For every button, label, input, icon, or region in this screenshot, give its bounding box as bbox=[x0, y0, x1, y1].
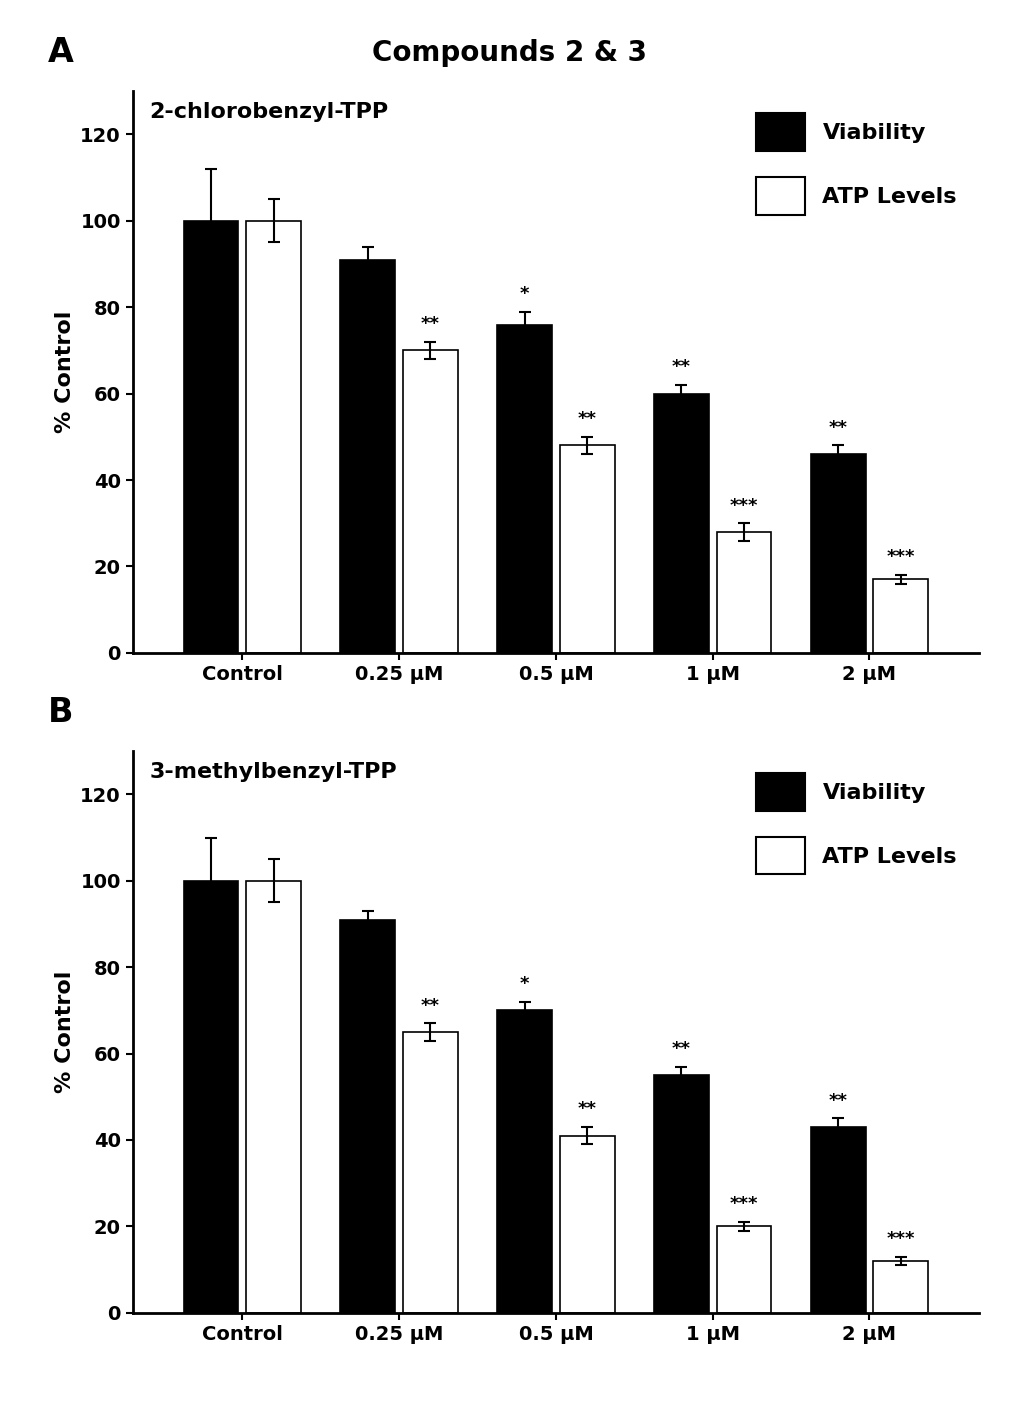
Bar bbox=[653, 1075, 708, 1313]
Bar bbox=[496, 324, 551, 653]
Bar bbox=[872, 1261, 927, 1313]
Text: ***: *** bbox=[886, 549, 914, 566]
Y-axis label: % Control: % Control bbox=[55, 970, 74, 1094]
Bar bbox=[183, 220, 238, 653]
Bar bbox=[559, 1136, 614, 1313]
Bar bbox=[810, 453, 865, 653]
Text: ***: *** bbox=[729, 1195, 757, 1213]
Text: 2-chlorobenzyl-TPP: 2-chlorobenzyl-TPP bbox=[150, 102, 388, 122]
Bar bbox=[246, 220, 301, 653]
Bar bbox=[559, 445, 614, 653]
Text: **: ** bbox=[827, 418, 847, 437]
Bar bbox=[716, 1226, 770, 1313]
Y-axis label: % Control: % Control bbox=[55, 310, 74, 434]
Bar bbox=[340, 260, 394, 653]
Text: **: ** bbox=[421, 314, 439, 333]
Text: *: * bbox=[520, 285, 529, 303]
Bar bbox=[403, 351, 458, 653]
Text: **: ** bbox=[421, 997, 439, 1015]
Text: B: B bbox=[48, 695, 73, 729]
Bar bbox=[653, 393, 708, 653]
Bar bbox=[496, 1011, 551, 1313]
Bar bbox=[183, 880, 238, 1313]
Text: **: ** bbox=[827, 1092, 847, 1109]
Text: **: ** bbox=[672, 358, 690, 376]
Text: **: ** bbox=[672, 1040, 690, 1057]
Bar bbox=[716, 532, 770, 653]
Text: **: ** bbox=[577, 1101, 596, 1119]
Legend: Viability, ATP Levels: Viability, ATP Levels bbox=[744, 762, 967, 886]
Text: **: ** bbox=[577, 410, 596, 428]
Bar bbox=[872, 580, 927, 653]
Bar bbox=[810, 1127, 865, 1313]
Legend: Viability, ATP Levels: Viability, ATP Levels bbox=[744, 102, 967, 226]
Text: A: A bbox=[48, 35, 73, 69]
Bar bbox=[403, 1032, 458, 1313]
Bar bbox=[246, 880, 301, 1313]
Bar bbox=[340, 920, 394, 1313]
Text: *: * bbox=[520, 974, 529, 993]
Text: ***: *** bbox=[729, 497, 757, 515]
Text: 3-methylbenzyl-TPP: 3-methylbenzyl-TPP bbox=[150, 762, 396, 782]
Text: Compounds 2 & 3: Compounds 2 & 3 bbox=[372, 39, 647, 67]
Text: ***: *** bbox=[886, 1230, 914, 1248]
